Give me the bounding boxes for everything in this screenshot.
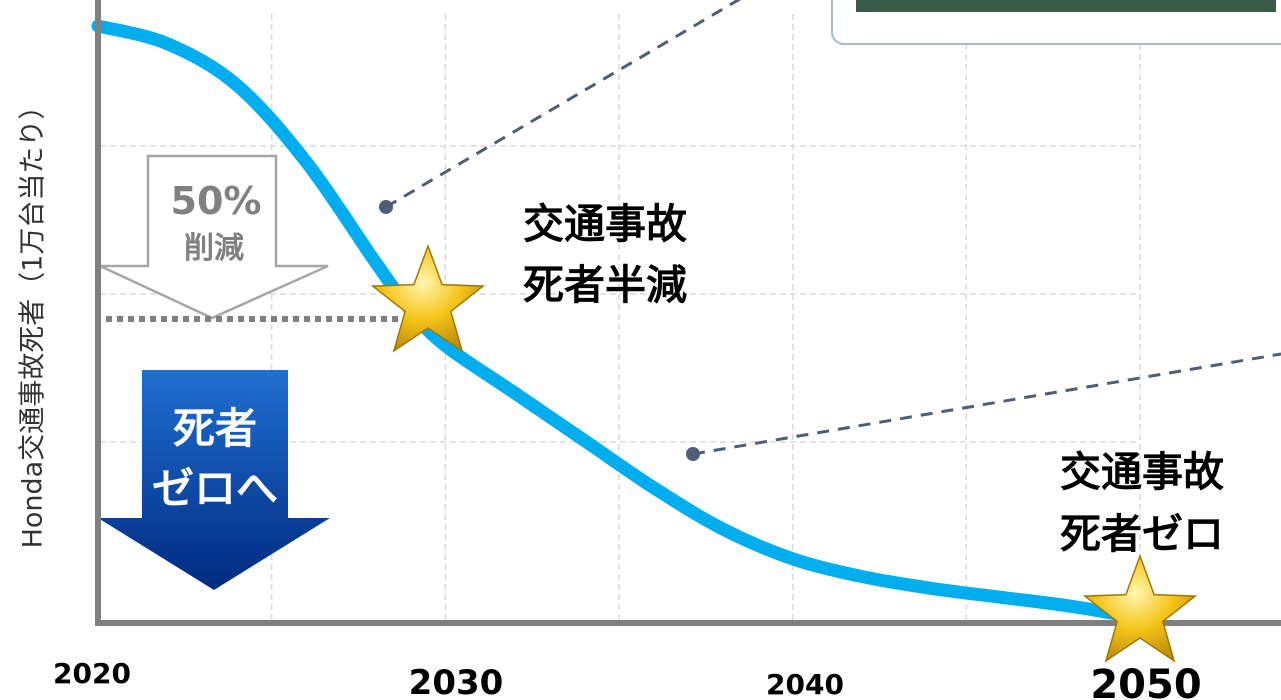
milestone-zero-line-1: 交通事故 [1060, 448, 1224, 496]
zero-arrow-line-1: 死者 [173, 404, 257, 453]
x-tick-2040: 2040 [766, 668, 844, 700]
y-axis-label: Honda交通事故死者（1万台当たり） [17, 92, 49, 548]
callout-line-upper [385, 0, 742, 209]
callout-dot-upper [379, 200, 393, 214]
milestone-star-zero [1082, 553, 1198, 663]
x-tick-2050: 2050 [1090, 662, 1201, 700]
milestone-half-line-1: 交通事故 [523, 200, 687, 248]
callout-dot-lower [686, 447, 700, 461]
milestone-half-line-2: 死者半減 [523, 261, 687, 309]
milestone-star-half [370, 243, 486, 353]
x-tick-2020: 2020 [53, 657, 131, 690]
zero-arrow: 死者 ゼロへ [98, 370, 330, 590]
reduction-percent: 50% [171, 179, 262, 223]
callout-line-lower [692, 352, 1281, 456]
reduction-label: 削減 [184, 231, 244, 266]
x-tick-2030: 2030 [409, 663, 504, 700]
photo-image-strip [856, 0, 1276, 12]
photo-callout-box [831, 0, 1281, 45]
milestone-zero-line-2: 死者ゼロ [1060, 510, 1224, 558]
y-axis-label-wrap: Honda交通事故死者（1万台当たり） [0, 0, 60, 640]
reduction-arrow: 50% 削減 [99, 154, 329, 320]
fatality-curve [91, 19, 1147, 625]
zero-arrow-line-2: ゼロへ [152, 464, 278, 513]
